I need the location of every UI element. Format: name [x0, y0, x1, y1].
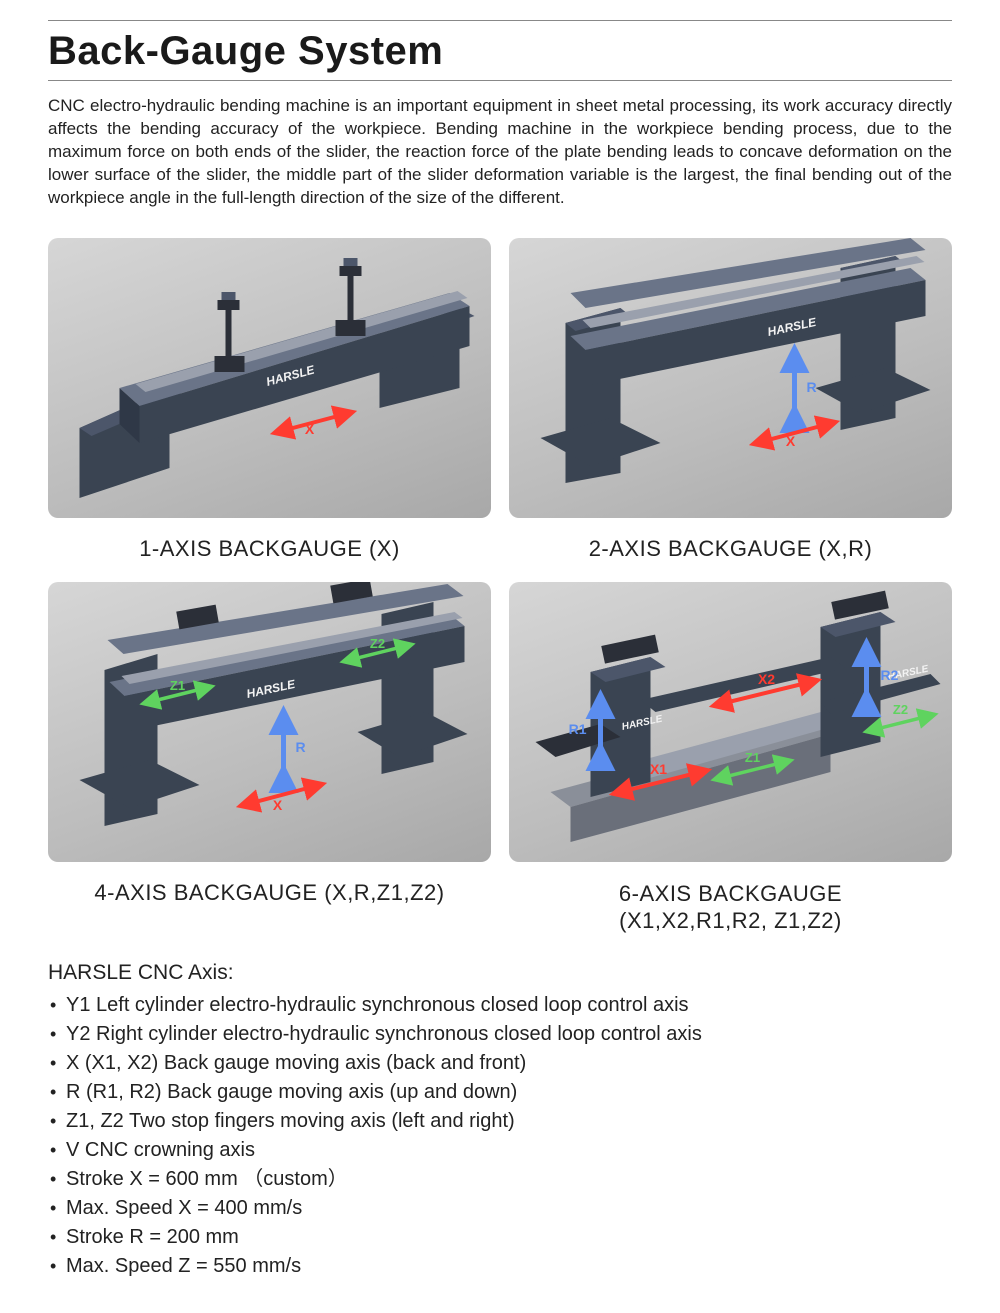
axis-list-item: Y2 Right cylinder electro-hydraulic sync…: [50, 1020, 952, 1049]
figure-3: HARSLE Z1 Z2 R X: [48, 582, 491, 862]
axis-list-item: Max. Speed X = 400 mm/s: [50, 1194, 952, 1223]
figure-1: HARSLE X: [48, 238, 491, 518]
figure-1-caption: 1-AXIS BACKGAUGE (X): [48, 536, 491, 562]
axis-x-label: X: [786, 433, 796, 449]
axis-r2-label: R2: [881, 667, 899, 683]
figure-cell-3: HARSLE Z1 Z2 R X 4-AXIS BACKGAUGE (X,R,Z…: [48, 582, 491, 935]
axis-section: HARSLE CNC Axis: Y1 Left cylinder electr…: [48, 961, 952, 1281]
page-title: Back-Gauge System: [48, 25, 952, 78]
axis-r-label: R: [807, 379, 817, 395]
axis-list-item: Stroke R = 200 mm: [50, 1223, 952, 1252]
axis-list-item: R (R1, R2) Back gauge moving axis (up an…: [50, 1078, 952, 1107]
figure-2: HARSLE R X: [509, 238, 952, 518]
axis-x1-label: X1: [650, 761, 667, 777]
axis-r1-label: R1: [569, 721, 587, 737]
axis-list-item: Z1, Z2 Two stop fingers moving axis (lef…: [50, 1107, 952, 1136]
figure-cell-1: HARSLE X 1-AXIS BACKGAUGE (X): [48, 238, 491, 562]
figure-2-caption: 2-AXIS BACKGAUGE (X,R): [509, 536, 952, 562]
axis-x-label: X: [305, 421, 315, 437]
axis-list: Y1 Left cylinder electro-hydraulic synch…: [48, 991, 952, 1281]
axis-x-label: X: [273, 797, 283, 813]
figure-4-caption: 6-AXIS BACKGAUGE (X1,X2,R1,R2, Z1,Z2): [509, 880, 952, 935]
figure-cell-2: HARSLE R X 2-AXIS BACKGAUGE (X,R): [509, 238, 952, 562]
axis-heading: HARSLE CNC Axis:: [48, 961, 952, 985]
figure-cell-4: HARSLE HARSLE R1 R2 X2 X1 Z1: [509, 582, 952, 935]
axis-list-item: V CNC crowning axis: [50, 1136, 952, 1165]
axis-z1-label: Z1: [745, 750, 760, 765]
axis-list-item: X (X1, X2) Back gauge moving axis (back …: [50, 1049, 952, 1078]
axis-list-item: Y1 Left cylinder electro-hydraulic synch…: [50, 991, 952, 1020]
axis-z1-label: Z1: [170, 678, 185, 693]
figure-grid: HARSLE X 1-AXIS BACKGAUGE (X): [48, 238, 952, 935]
figure-4-caption-line1: 6-AXIS BACKGAUGE: [619, 881, 842, 906]
figure-4-caption-line2: (X1,X2,R1,R2, Z1,Z2): [619, 908, 842, 933]
figure-4: HARSLE HARSLE R1 R2 X2 X1 Z1: [509, 582, 952, 862]
intro-paragraph: CNC electro-hydraulic bending machine is…: [48, 95, 952, 210]
axis-z2-label: Z2: [893, 702, 908, 717]
figure-3-caption: 4-AXIS BACKGAUGE (X,R,Z1,Z2): [48, 880, 491, 906]
axis-x2-label: X2: [758, 671, 775, 687]
axis-list-item: Stroke X = 600 mm （custom）: [50, 1165, 952, 1194]
axis-r-label: R: [296, 739, 306, 755]
axis-list-item: Max. Speed Z = 550 mm/s: [50, 1252, 952, 1281]
axis-z2-label: Z2: [370, 636, 385, 651]
